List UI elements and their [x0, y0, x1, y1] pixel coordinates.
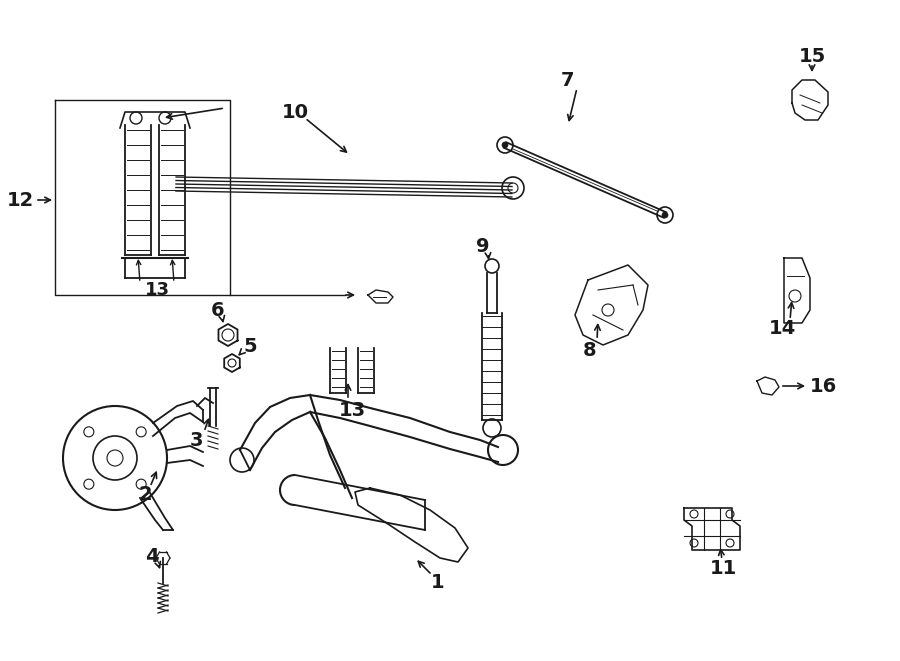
Text: 10: 10 [282, 102, 309, 122]
Text: 5: 5 [243, 336, 256, 356]
Text: 6: 6 [212, 301, 225, 319]
Text: 15: 15 [798, 46, 825, 65]
Text: 16: 16 [809, 377, 837, 395]
Text: 11: 11 [709, 559, 736, 578]
Text: 8: 8 [583, 340, 597, 360]
Circle shape [502, 142, 508, 148]
Text: 4: 4 [145, 547, 158, 566]
Text: 7: 7 [562, 71, 575, 89]
Text: 13: 13 [338, 401, 365, 420]
Text: 3: 3 [189, 430, 202, 449]
Text: 13: 13 [145, 281, 169, 299]
Text: 2: 2 [139, 485, 152, 504]
Text: 12: 12 [6, 190, 33, 210]
Circle shape [662, 212, 668, 218]
Text: 14: 14 [769, 319, 796, 338]
Text: 1: 1 [431, 572, 445, 592]
Text: 9: 9 [476, 237, 490, 256]
